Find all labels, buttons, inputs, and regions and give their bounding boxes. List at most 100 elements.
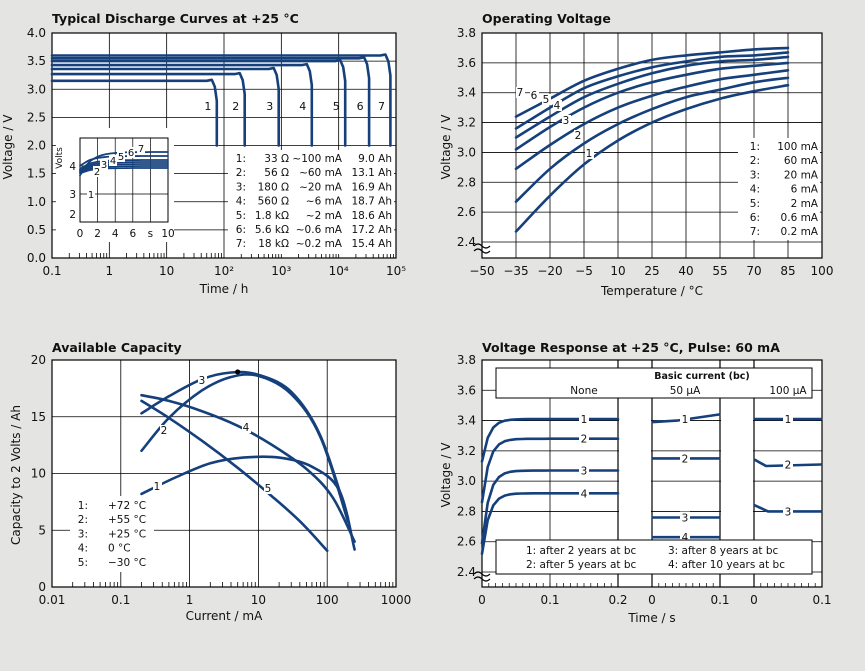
legend-current: ~0.2 mA xyxy=(296,238,343,250)
legend-current: 6 mA xyxy=(791,184,819,196)
x-tick-label: 0.1 xyxy=(812,593,831,607)
x-tick-label: 10² xyxy=(214,264,234,278)
label-bg xyxy=(530,90,539,101)
y-tick-label: 3.2 xyxy=(457,444,476,458)
y-tick-label: 3.0 xyxy=(457,145,476,159)
inset-label-bg xyxy=(93,166,101,177)
legend-index: 2: xyxy=(78,514,88,526)
chart3-series-3 xyxy=(140,370,350,520)
inset-label-bg xyxy=(109,155,117,166)
label-bg xyxy=(783,458,793,471)
label-bg xyxy=(680,531,690,544)
legend-current: ~60 mA xyxy=(299,167,343,179)
chart2-xlabel: Temperature / °C xyxy=(600,284,703,298)
axis-break-mark xyxy=(473,243,491,254)
x-tick-label: 0 xyxy=(648,593,656,607)
chart4-series-label-3: 3 xyxy=(682,512,689,524)
label-bg xyxy=(242,422,251,433)
legend-resistance: 18 kΩ xyxy=(258,238,289,250)
x-tick-label: 100 xyxy=(811,264,834,278)
chart3-legend: 1: +72 °C 2: +55 °C 3: +25 °C 4: 0 °C 5: −30 °C xyxy=(70,496,154,572)
y-tick-label: 5 xyxy=(38,523,46,537)
label-bg xyxy=(680,413,690,426)
y-tick-label: 2.4 xyxy=(457,565,476,579)
legend-index: 4: xyxy=(78,543,88,555)
chart-discharge-curves: Typical Discharge Curves at +25 °C Volta… xyxy=(1,11,406,296)
legend-capacity: 18.6 Ah xyxy=(351,210,392,222)
inset-series-label-4: 4 xyxy=(110,156,116,167)
chart4-ylabel: Voltage / V xyxy=(439,442,453,508)
chart1-ylabel: Voltage / V xyxy=(1,114,15,180)
chart2-legend: 1: 100 mA 2: 60 mA 3: 20 mA 4: 6 mA 5: 2 mA 6: 0.6 … xyxy=(738,138,820,240)
chart4-series-3-panel2 xyxy=(753,504,823,513)
legend-current: ~20 mA xyxy=(299,181,343,193)
legend-capacity: 13.1 Ah xyxy=(351,167,392,179)
label-bg xyxy=(585,148,594,159)
label-bg xyxy=(783,505,793,518)
chart4-plot: 2.4 2.6 2.8 3.0 3.2 3.4 3.6 3.8 0 0.1 0.2 1 2 3 4 0 0.1 1… xyxy=(457,353,832,607)
inset-y-tick: 4 xyxy=(69,161,76,173)
chart2-series-2 xyxy=(514,76,790,203)
label-bg xyxy=(579,432,589,445)
chart2-series-4 xyxy=(514,61,790,151)
y-tick-label: 0.0 xyxy=(27,251,46,265)
y-tick-label: 0 xyxy=(38,580,46,594)
legend-capacity: 15.4 Ah xyxy=(351,238,392,250)
chart4-series-label-2: 2 xyxy=(682,453,689,465)
label-bg xyxy=(516,87,525,98)
label-bg xyxy=(783,413,793,426)
legend-current: 2 mA xyxy=(791,198,819,210)
inset-x-tick: 10 xyxy=(161,228,174,240)
x-tick-label: 40 xyxy=(678,264,693,278)
x-tick-label: 0.1 xyxy=(540,593,559,607)
inset-series-5 xyxy=(79,163,169,173)
chart4-series-3-panel0 xyxy=(480,469,620,545)
y-tick-label: 3.2 xyxy=(457,116,476,130)
chart1-title: Typical Discharge Curves at +25 °C xyxy=(52,11,299,26)
chart2-ylabel: Voltage / V xyxy=(439,114,453,180)
chart4-title: Voltage Response at +25 °C, Pulse: 60 mA xyxy=(482,340,780,355)
chart4-series-label-4: 4 xyxy=(581,488,588,500)
chart2-series-label-6: 6 xyxy=(531,90,538,102)
chart4-series-2-panel0 xyxy=(480,437,620,504)
chart3-ylabel: Capacity to 2 Volts / Ah xyxy=(9,405,23,545)
legend-index: 2: xyxy=(750,155,760,167)
x-tick-label: −5 xyxy=(575,264,593,278)
y-tick-label: 1.0 xyxy=(27,195,46,209)
chart1-plot: 0.00.51.01.52.02.53.03.54.00.1 1 10 10² 10³ 1… xyxy=(27,26,406,278)
legend-current: 0.6 mA xyxy=(781,212,819,224)
legend-capacity: 18.7 Ah xyxy=(351,196,392,208)
panel-name: 50 µA xyxy=(670,385,701,397)
chart2-plot: 2.42.62.83.03.23.43.63.8−50 −35 −20 −5 10 25 4… xyxy=(457,26,834,278)
y-tick-label: 15 xyxy=(31,410,46,424)
x-tick-label: 1 xyxy=(106,264,114,278)
legend-index: 7: xyxy=(236,238,246,250)
y-tick-label: 3.6 xyxy=(457,383,476,397)
chart3-series-5 xyxy=(140,399,329,552)
x-tick-label: 0 xyxy=(478,593,486,607)
y-tick-label: 2.5 xyxy=(27,110,46,124)
x-tick-label: 1000 xyxy=(381,593,412,607)
inset-series-label-5: 5 xyxy=(118,152,124,163)
x-tick-label: 0.1 xyxy=(111,593,130,607)
legend-entry: 3: after 8 years at bc xyxy=(668,545,779,557)
y-tick-label: 2.0 xyxy=(27,139,46,153)
chart3-legend-box xyxy=(70,496,154,572)
y-tick-label: 3.8 xyxy=(457,26,476,40)
chart3-series-label-4: 4 xyxy=(243,422,250,434)
legend-index: 1: xyxy=(236,153,246,165)
legend-resistance: 1.8 kΩ xyxy=(255,210,289,222)
x-tick-label: 10 xyxy=(159,264,174,278)
chart4-series-label-1: 1 xyxy=(785,414,792,426)
chart1-series-label-7: 7 xyxy=(378,100,385,113)
inset-series-4 xyxy=(79,161,169,171)
panel-name: 100 µA xyxy=(769,385,807,397)
inset-x-tick: s xyxy=(148,228,153,240)
y-tick-label: 3.0 xyxy=(27,82,46,96)
inset-series-label-7: 7 xyxy=(138,144,144,155)
x-tick-label: 70 xyxy=(746,264,761,278)
chart2-series-7 xyxy=(514,46,790,118)
chart2-series-label-4: 4 xyxy=(554,100,561,112)
label-bg xyxy=(153,481,162,492)
inset-x-tick: 4 xyxy=(112,228,119,240)
